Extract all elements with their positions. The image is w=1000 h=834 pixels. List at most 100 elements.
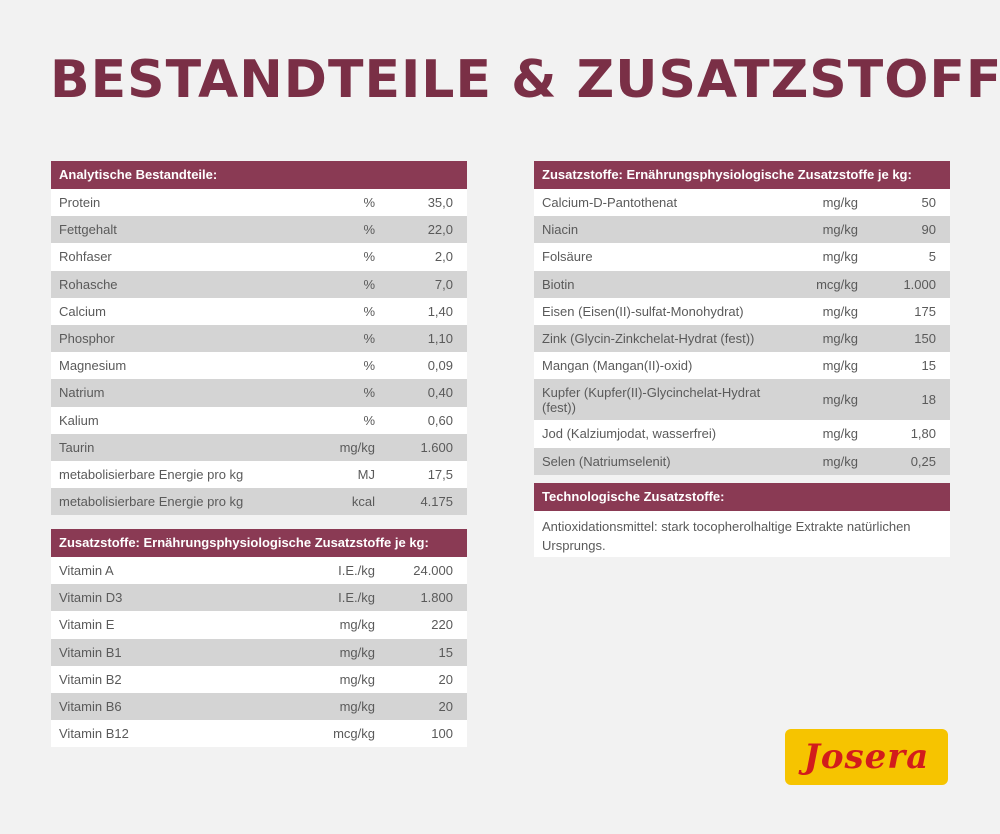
row-name: Kalium [59,412,99,428]
row-name: Vitamin B12 [59,726,129,742]
row-unit: % [363,249,375,265]
row-value: 24.000 [413,563,453,579]
row-value: 2,0 [434,249,453,265]
row-name: Vitamin B6 [59,699,122,715]
row-unit: % [363,385,375,401]
row-name: Fettgehalt [59,222,117,238]
trace-table: Zusatzstoffe: Ernährungsphysiologische Z… [534,161,950,475]
table-row: Taurin mg/kg 1.600 [51,433,467,461]
row-unit: mg/kg [822,358,858,374]
table-row: Folsäure mg/kg 5 [534,243,950,270]
row-unit: mcg/kg [816,276,858,292]
vitamins-table-header: Zusatzstoffe: Ernährungsphysiologische Z… [51,529,467,557]
row-unit: mg/kg [339,671,375,687]
row-unit: mg/kg [339,617,375,633]
row-value: 50 [921,195,936,211]
row-value: 1.600 [420,439,453,455]
table-row: Natrium% 0,40 [51,379,467,407]
row-name: Selen (Natriumselenit) [542,453,671,469]
row-unit: mg/kg [822,392,858,408]
row-value: 1.800 [420,590,453,606]
row-name: Rohasche [59,276,118,292]
row-value: 4.175 [420,494,453,510]
tech-table-header: Technologische Zusatzstoffe: [534,483,950,511]
trace-table-header: Zusatzstoffe: Ernährungsphysiologische Z… [534,161,950,189]
row-value: 17,5 [427,466,453,482]
josera-logo: Josera [785,729,948,785]
row-name: Vitamin B2 [59,671,122,687]
row-value: 15 [438,644,453,660]
row-name: Rohfaser [59,249,112,265]
table-row: Calcium-D-Pantothenat mg/kg 50 [534,189,950,216]
trace-rows: Calcium-D-Pantothenat mg/kg 50 Niacin mg/kg 9… [534,189,950,475]
table-row: Vitamin A I.E./kg 24.000 [51,557,467,584]
table-row: Magnesium% 0,09 [51,352,467,379]
analytic-rows: Protein% 35,0 Fettgehalt% 22,0 Rohfaser% 2,0 R… [51,189,467,516]
row-unit: mg/kg [339,644,375,660]
table-row: Vitamin B2 mg/kg 20 [51,666,467,693]
row-unit: % [363,412,375,428]
row-name: metabolisierbare Energie pro kg [59,494,244,510]
row-name: Kupfer (Kupfer(II)-Glycinchelat-Hydrat (… [542,384,761,415]
tech-table: Technologische Zusatzstoffe: Antioxidati… [534,483,950,557]
row-name: Zink (Glycin-Zinkchelat-Hydrat (fest)) [542,331,755,347]
row-value: 35,0 [427,195,453,211]
row-unit: mg/kg [822,453,858,469]
row-value: 0,60 [427,412,453,428]
page-title: BESTANDTEILE & ZUSATZSTOFFE [50,50,1000,110]
row-name: Vitamin E [59,617,115,633]
row-value: 7,0 [434,276,453,292]
vitamins-table: Zusatzstoffe: Ernährungsphysiologische Z… [51,529,467,748]
row-name: Magnesium [59,358,127,374]
table-row: Kupfer (Kupfer(II)-Glycinchelat-Hydrat (… [534,379,950,421]
row-unit: kcal [351,494,375,510]
row-value: 0,25 [910,453,936,469]
table-row: Vitamin B6 mg/kg 20 [51,692,467,721]
analytic-table: Analytische Bestandteile: Protein% 35,0 Fe… [51,161,467,516]
row-unit: mg/kg [339,699,375,715]
row-name: Phosphor [59,331,115,347]
row-name: Vitamin D3 [59,590,123,606]
table-row: Vitamin B12 mcg/kg 100 [51,720,467,747]
row-value: 1.000 [903,276,936,292]
table-row: Zink (Glycin-Zinkchelat-Hydrat (fest)) mg… [534,324,950,353]
table-row: Vitamin E mg/kg 220 [51,611,467,638]
logo-text: Josera [803,737,930,777]
table-row: Rohasche% 7,0 [51,270,467,298]
row-name: Vitamin A [59,563,114,579]
row-name: Calcium [59,303,106,319]
row-name: Eisen (Eisen(II)-sulfat-Monohydrat) [542,303,744,319]
row-name: metabolisierbare Energie pro kg [59,466,244,482]
row-value: 90 [921,222,936,238]
row-value: 1,10 [427,331,453,347]
row-unit: % [363,195,375,211]
table-row: Mangan (Mangan(II)-oxid) mg/kg 15 [534,352,950,379]
row-unit: I.E./kg [338,590,375,606]
table-row: metabolisierbare Energie pro kg kcal 4.175 [51,488,467,516]
row-unit: % [363,276,375,292]
table-row: Jod (Kalziumjodat, wasserfrei) mg/kg 1,80 [534,420,950,447]
row-value: 0,40 [427,385,453,401]
row-unit: mg/kg [822,331,858,347]
table-row: Kalium% 0,60 [51,407,467,434]
row-unit: mg/kg [822,303,858,319]
row-name: Protein [59,195,101,211]
row-unit: % [363,303,375,319]
table-row: Selen (Natriumselenit) mg/kg 0,25 [534,447,950,475]
row-unit: % [363,331,375,347]
table-row: Phosphor% 1,10 [51,324,467,353]
table-row: metabolisierbare Energie pro kg MJ 17,5 [51,461,467,488]
row-value: 20 [438,699,453,715]
vitamins-rows: Vitamin A I.E./kg 24.000 Vitamin D3 I.E./kg 1… [51,557,467,747]
row-name: Biotin [542,276,575,292]
row-value: 0,09 [427,358,453,374]
row-name: Folsäure [542,249,593,265]
analytic-table-header: Analytische Bestandteile: [51,161,467,189]
row-name: Vitamin B1 [59,644,122,660]
row-unit: mg/kg [822,195,858,211]
table-row: Calcium% 1,40 [51,298,467,325]
row-value: 18 [921,392,936,408]
row-unit: % [363,358,375,374]
row-unit: MJ [357,466,375,482]
row-unit: % [363,222,375,238]
